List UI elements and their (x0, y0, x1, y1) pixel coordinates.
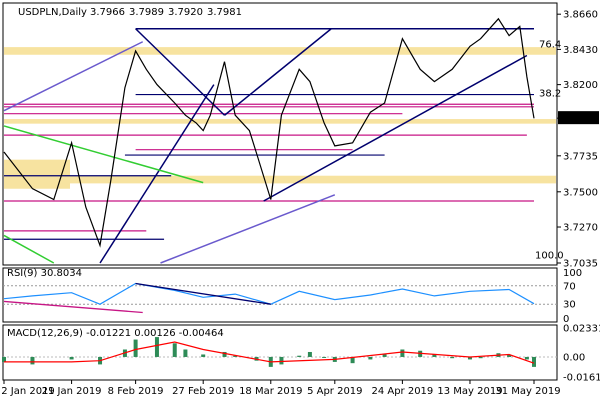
macd-histogram-bar (450, 356, 455, 359)
rsi-level-label: 30 (563, 300, 576, 311)
trend-line (3, 41, 144, 112)
rsi-line (3, 282, 535, 305)
macd-pane-frame (2, 324, 558, 381)
price-tick-label: 3.7035 (563, 259, 598, 270)
fib-zone (4, 175, 556, 184)
price-path (3, 17, 535, 248)
chart-symbol: USDPLN,Daily (18, 7, 87, 18)
price-tick-label: 3.8430 (563, 45, 598, 56)
last-price-marker (558, 111, 599, 125)
x-tick-label: 2 Jan 2019 (1, 386, 55, 397)
macd-tick-label: 0.02331 (563, 324, 600, 335)
price-tick-label: 3.7981 (563, 114, 598, 125)
x-tick-label: 18 Mar 2019 (239, 386, 302, 397)
rsi-trend-line (135, 282, 271, 305)
rsi-label: RSI(9) 30.8034 (7, 268, 82, 279)
fib-level-label: 38.2 (539, 88, 561, 99)
macd-histogram-bar (30, 356, 35, 365)
price-pane: 3.8660 3.8430 3.8200 3.7981 3.7735 3.7500 3.72… (2, 2, 599, 381)
macd-histogram-bar (172, 343, 177, 357)
macd-histogram-bar (532, 356, 536, 367)
macd-histogram-bar (322, 356, 327, 358)
x-tick-label: 8 Feb 2019 (108, 386, 164, 397)
macd-histogram-bar (183, 349, 188, 357)
trend-line (263, 54, 528, 202)
macd-histogram-bar (133, 339, 138, 357)
macd-histogram-bar (2, 356, 6, 362)
price-tick-label: 3.7270 (563, 223, 598, 234)
macd-histogram-bar (154, 337, 159, 357)
rsi-axis-min: 0 (563, 314, 569, 325)
macd-histogram-bar (400, 349, 405, 357)
macd-histogram-bar (350, 356, 355, 364)
rsi-level-label: 70 (563, 281, 576, 292)
macd-tick-label: 0.00 (563, 352, 585, 363)
fib-zone (4, 47, 556, 55)
x-tick-label: 13 May 2019 (437, 386, 502, 397)
trend-line (99, 84, 215, 264)
trend-line (224, 28, 332, 116)
ohlc-open: 3.7966 (90, 7, 125, 18)
rsi-trend-line (3, 300, 143, 314)
macd-histogram-bar (382, 354, 387, 357)
macd-histogram-bar (368, 356, 373, 360)
macd-histogram-bar (222, 351, 227, 357)
macd-pane: 0.02331 0.00 -0.01614 (2, 324, 600, 384)
trend-line (3, 234, 55, 264)
macd-histogram-bar (432, 354, 437, 357)
macd-histogram-bar (297, 355, 302, 357)
fib-level-label: 100.0 (535, 251, 564, 262)
x-tick-label: 24 Apr 2019 (371, 386, 433, 397)
macd-histogram-bar (478, 356, 483, 359)
rsi-pane-frame (2, 267, 558, 323)
macd-histogram-bar (307, 351, 312, 357)
macd-histogram-bar (233, 355, 238, 357)
ohlc-close: 3.7981 (207, 7, 242, 18)
fib-level-label: 76.4 (539, 39, 561, 50)
macd-histogram-bar (507, 354, 512, 357)
x-tick-label: 21 Jan 2019 (42, 386, 102, 397)
rsi-axis-max: 100 (563, 268, 582, 279)
x-tick-label: 5 Apr 2019 (307, 386, 362, 397)
macd-tick-label: -0.01614 (563, 373, 600, 384)
trend-line (135, 28, 226, 116)
price-pane-frame (2, 2, 558, 266)
macd-histogram-bar (279, 356, 284, 365)
macd-label: MACD(12,26,9) -0.01221 0.00126 -0.00464 (7, 328, 224, 339)
price-tick-label: 3.8660 (563, 10, 598, 21)
ohlc-low: 3.7920 (168, 7, 203, 18)
price-tick-label: 3.7500 (563, 187, 598, 198)
ohlc-high: 3.7989 (129, 7, 164, 18)
rsi-pane: 70 30 100 0 (3, 268, 582, 325)
macd-histogram-bar (201, 354, 206, 357)
trend-line (3, 125, 204, 184)
macd-signal-line (4, 341, 535, 364)
price-tick-label: 3.8200 (563, 80, 598, 91)
macd-histogram-bar (524, 356, 529, 360)
macd-histogram-bar (69, 356, 74, 360)
macd-histogram-bar (467, 356, 472, 360)
x-tick-label: 31 May 2019 (495, 386, 560, 397)
trend-line (160, 194, 336, 264)
x-tick-label: 27 Feb 2019 (172, 386, 234, 397)
fib-zone (4, 119, 556, 124)
price-tick-label: 3.7735 (563, 151, 598, 162)
